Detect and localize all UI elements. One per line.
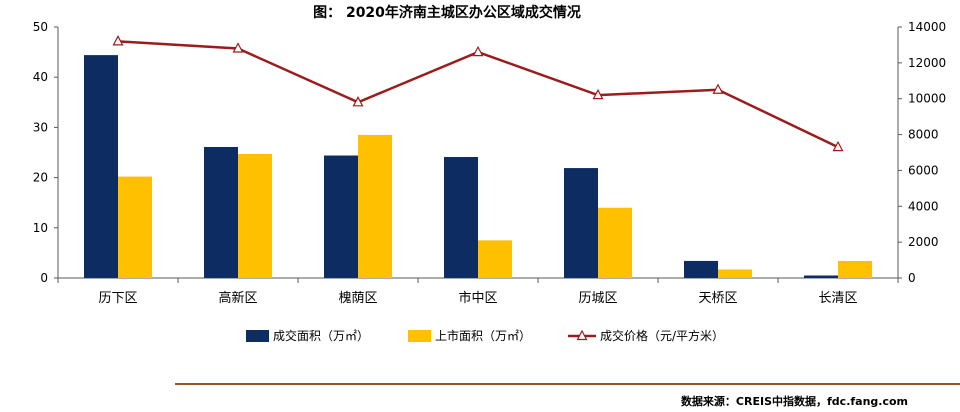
price-point: [352, 96, 364, 107]
legend: 成交面积（万㎡） 上市面积（万㎡） 成交价格（元/平方米）: [246, 328, 724, 343]
bar-listed-area: [358, 134, 392, 278]
right-tick-label: 0: [908, 271, 916, 285]
category-label: 历城区: [578, 291, 617, 306]
footer-divider: [175, 383, 960, 385]
right-tick-label: 8000: [908, 128, 939, 142]
category-label: 天桥区: [698, 291, 737, 306]
category-label: 长清区: [818, 291, 857, 306]
legend-swatch-listed-area: [408, 330, 431, 342]
price-point: [232, 42, 244, 53]
bar-listed-area: [478, 240, 512, 278]
legend-label-deal-area: 成交面积（万㎡）: [273, 328, 369, 343]
right-tick-label: 4000: [908, 199, 939, 213]
right-tick-label: 14000: [908, 20, 946, 34]
left-tick-label: 10: [33, 221, 48, 235]
right-tick-label: 2000: [908, 235, 939, 249]
category-label: 槐荫区: [338, 290, 377, 306]
bar-deal-area: [324, 155, 358, 278]
left-tick-label: 20: [33, 171, 48, 185]
bars: [84, 55, 872, 278]
bar-deal-area: [564, 168, 598, 278]
left-tick-label: 40: [33, 70, 48, 84]
category-label: 历下区: [98, 291, 137, 306]
bar-listed-area: [598, 207, 632, 278]
price-point: [712, 83, 724, 94]
bar-listed-area: [118, 176, 152, 278]
price-line-path: [117, 40, 839, 149]
bar-listed-area: [838, 260, 872, 278]
right-tick-label: 6000: [908, 163, 939, 177]
left-tick-label: 0: [40, 271, 48, 285]
bar-listed-area: [238, 154, 272, 278]
bar-deal-area: [204, 146, 238, 278]
tick-labels: 0 10 20 30 40 50 0 2000 4000 6000 8000 10000 12000 14…: [33, 20, 946, 306]
price-point: [112, 35, 124, 46]
price-point: [832, 140, 844, 152]
right-tick-label: 12000: [908, 56, 946, 70]
legend-label-price: 成交价格（元/平方米）: [600, 328, 724, 343]
price-line: [112, 35, 844, 152]
category-label: 高新区: [218, 290, 257, 306]
left-tick-label: 50: [33, 20, 48, 34]
bar-deal-area: [804, 275, 838, 278]
source-note: 数据来源：CREIS中指数据，fdc.fang.com: [680, 395, 908, 408]
legend-swatch-deal-area: [246, 330, 269, 342]
bar-deal-area: [684, 260, 718, 278]
bar-deal-area: [84, 55, 118, 278]
price-point: [592, 88, 604, 100]
left-tick-label: 30: [33, 120, 48, 134]
bar-deal-area: [444, 157, 478, 278]
chart-title: 图： 2020年济南主城区办公区域成交情况: [313, 4, 581, 21]
right-tick-label: 10000: [908, 92, 946, 106]
bar-listed-area: [718, 269, 752, 278]
price-point: [472, 45, 484, 57]
legend-label-listed-area: 上市面积（万㎡）: [435, 328, 531, 343]
legend-marker-price: [576, 329, 588, 341]
category-label: 市中区: [458, 290, 497, 306]
